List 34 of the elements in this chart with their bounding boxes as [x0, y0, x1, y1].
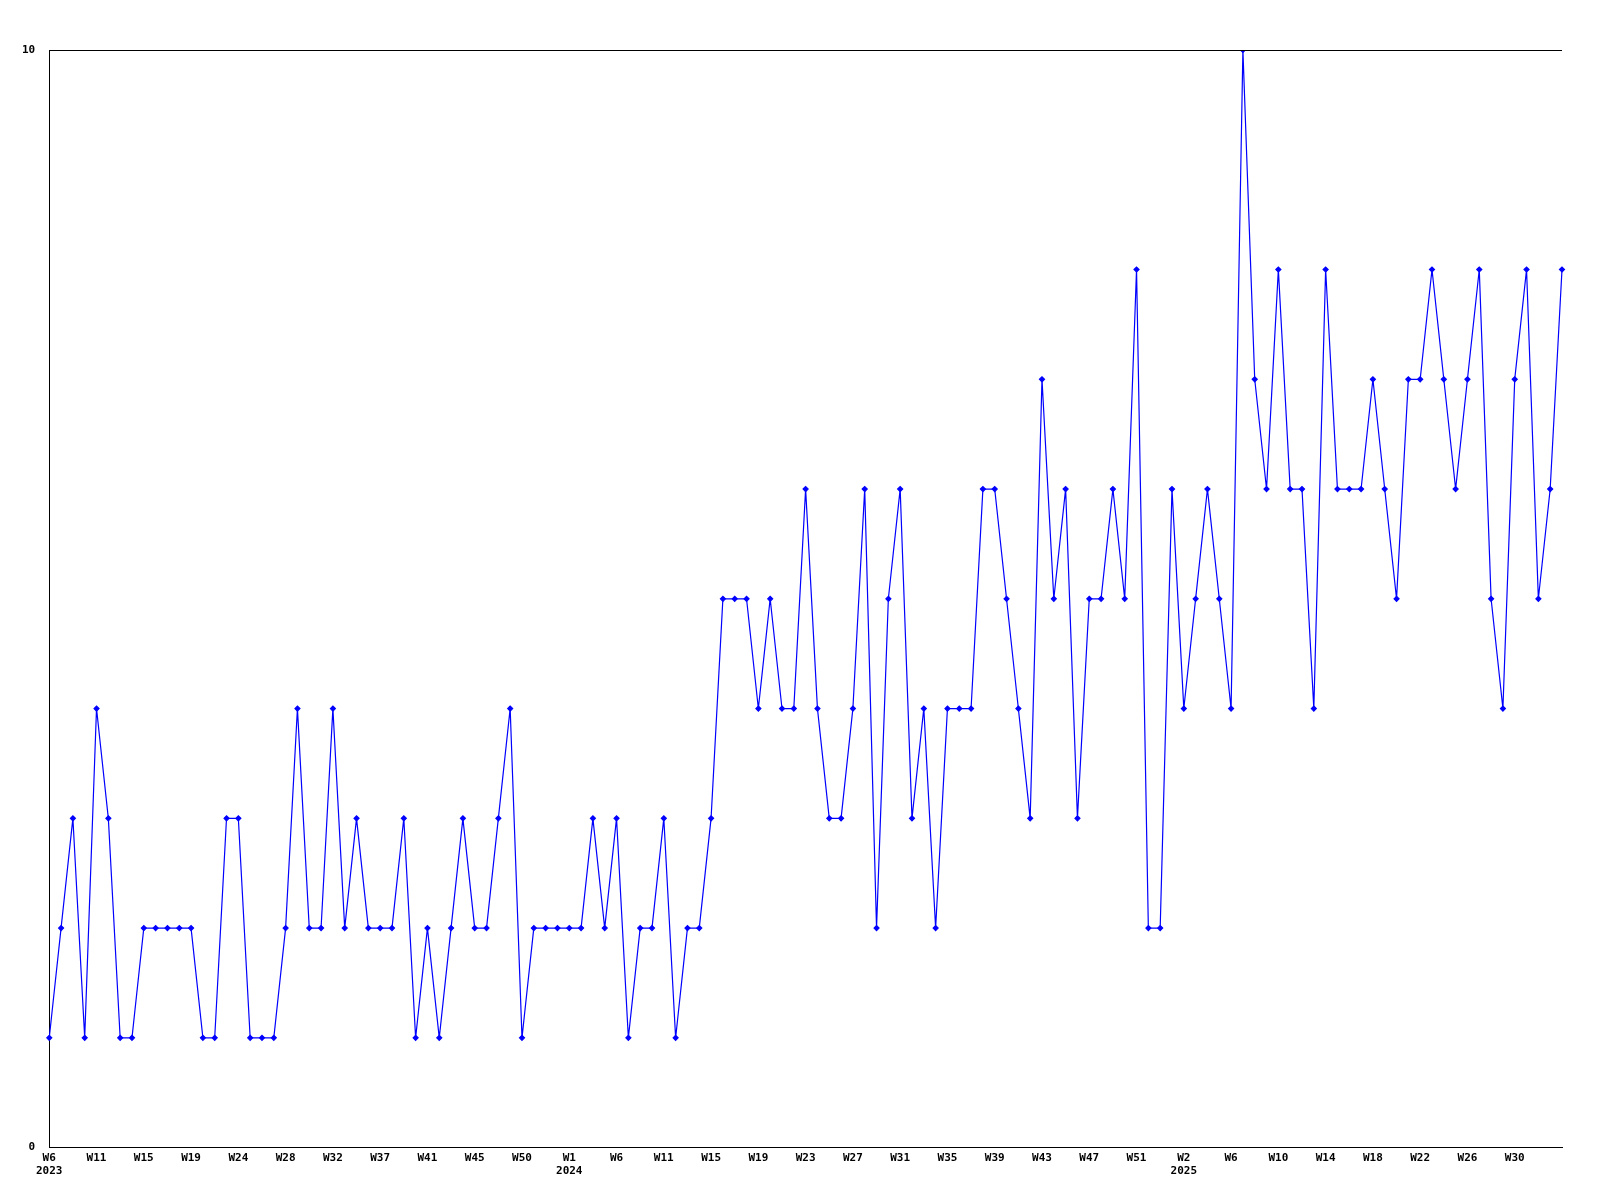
x-tick-label: W6 [609, 1151, 624, 1165]
x-tick-label: W32 [322, 1151, 343, 1165]
x-tick-label: W27 [842, 1151, 863, 1165]
x-tick-label: W14 [1315, 1151, 1336, 1165]
y-tick-label: 10 [22, 42, 36, 56]
x-tick-label: W6 2023 [36, 1151, 63, 1178]
x-tick-label: W11 [653, 1151, 675, 1165]
x-tick-label: W26 [1457, 1151, 1478, 1165]
x-tick-label: W28 [275, 1151, 296, 1165]
x-tick-label: W31 [890, 1151, 911, 1165]
x-tick-label: W19 [748, 1151, 769, 1165]
x-tick-label: W2 2025 [1170, 1151, 1198, 1178]
x-tick-label: W10 [1268, 1151, 1289, 1165]
x-tick-label: W24 [228, 1151, 249, 1165]
x-tick-label: W15 [701, 1151, 722, 1165]
x-tick-label: W15 [133, 1151, 154, 1165]
x-tick-label: W30 [1504, 1151, 1525, 1165]
x-tick-label: W18 [1362, 1151, 1383, 1165]
x-tick-label: W22 [1410, 1151, 1431, 1165]
x-tick-label: W11 [86, 1151, 107, 1165]
x-tick-label: W6 [1224, 1151, 1239, 1165]
x-tick-label: W1 2024 [556, 1151, 583, 1178]
x-tick-label: W39 [984, 1151, 1005, 1165]
x-tick-label: W35 [937, 1151, 958, 1165]
x-tick-label: W50 [512, 1151, 532, 1165]
x-tick-label: W43 [1032, 1151, 1052, 1165]
x-tick-label: W45 [464, 1151, 485, 1165]
x-tick-label: W51 [1126, 1151, 1147, 1165]
x-tick-label: W41 [417, 1151, 438, 1165]
x-tick-label: W19 [181, 1151, 201, 1165]
x-tick-label: W37 [370, 1151, 391, 1165]
x-tick-label: W47 [1079, 1151, 1100, 1165]
y-tick-label: 0 [28, 1140, 36, 1154]
x-tick-label: W23 [795, 1151, 816, 1165]
